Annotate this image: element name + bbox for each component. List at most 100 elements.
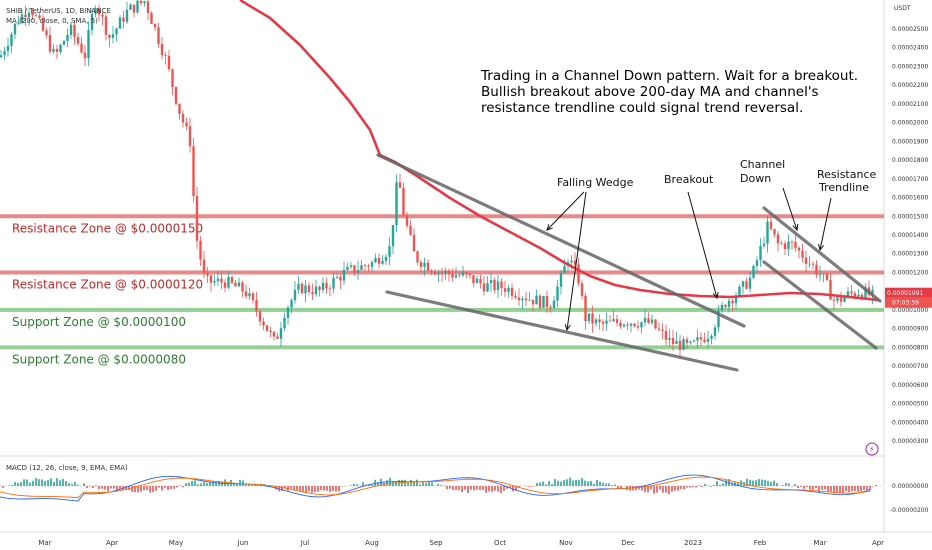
time-tick-label: Sep [429,539,443,547]
macd-bar [491,486,493,492]
zone-label: Resistance Zone @ $0.0000120 [12,277,203,291]
candle-body [360,265,363,270]
candle-body [727,300,731,307]
candle-body [111,34,115,38]
candle-body [395,182,398,226]
macd-bar [212,481,214,486]
candle-body [433,272,437,275]
macd-bar [761,479,763,486]
candle-body [664,330,668,340]
macd-bar [17,483,19,486]
candle-body [349,265,353,267]
macd-bar [506,486,508,489]
candle-body [776,234,780,244]
macd-indicator-label: MACD (12, 26, close, 9, EMA, EMA) [6,464,128,472]
macd-bar [842,486,844,494]
annotation-arrowhead [564,324,571,332]
macd-bar [299,486,301,492]
macd-bar [242,480,244,486]
macd-bar [14,482,16,486]
macd-bar [770,481,772,486]
candle-body [199,240,202,260]
candle-body [787,241,790,250]
candle-body [601,321,605,324]
macd-bar [581,478,583,486]
macd-bar [308,486,310,492]
candle-body [570,260,573,263]
candle-body [430,270,433,273]
macd-bar [356,484,358,486]
macd-bar [113,486,115,489]
ma-price-label: 0.00001091 [887,290,923,297]
ma-indicator-label: MA (200, close, 0, SMA, 5) [6,17,98,25]
candle-body [853,293,857,297]
candle-body [150,12,153,24]
macd-bar [590,480,592,486]
macd-bar [26,479,28,486]
macd-bar [587,481,589,486]
macd-bar [719,484,721,486]
candle-body [405,215,409,226]
candle-body [654,319,657,329]
candle-body [563,265,566,273]
macd-bar [56,478,58,486]
candle-body [402,187,405,216]
macd-bar [503,486,505,491]
macd-bar [407,482,409,486]
macd-bar [44,481,46,486]
macd-bar [428,481,430,486]
macd-bar [809,486,811,490]
candle-body [59,44,62,52]
macd-bar [29,482,31,486]
channel-down-lower-trendline [762,260,878,350]
candle-body [0,55,3,58]
candle-body [185,122,188,127]
candle-body [549,307,552,309]
macd-bar [677,486,679,491]
candle-body [69,24,73,35]
macd-bar [452,486,454,491]
time-tick-label: Apr [106,539,118,547]
macd-bar [77,484,79,486]
macd-bar [647,486,649,493]
candle-body [384,256,388,261]
candle-body [636,326,640,328]
candle-body [573,260,577,265]
macd-bar [545,484,547,486]
time-tick-label: Oct [494,539,506,547]
ma-price-marker [885,287,932,297]
candle-body [647,318,650,323]
macd-bar [404,479,406,486]
candle-body [76,36,80,44]
candle-body [580,283,584,296]
candle-body [321,282,325,290]
macd-bar [422,482,424,486]
zone-band [0,214,884,219]
candle-body [146,1,150,13]
macd-bar [92,486,94,489]
macd-bar [749,479,751,486]
macd-bar [569,477,571,486]
candle-body [129,4,132,10]
macd-bar [335,486,337,492]
macd-bar [593,483,595,486]
candle-body [619,322,622,327]
candle-body [27,12,31,18]
candle-body [780,243,783,245]
candle-body [633,323,636,327]
macd-bar [839,486,841,494]
candle-body [731,300,734,304]
macd-bar [641,486,643,491]
macd-bar [95,485,97,486]
candle-body [493,280,496,291]
macd-bar [578,479,580,486]
macd-bar [284,486,286,489]
macd-bar [104,486,106,490]
candle-body [724,304,727,307]
macd-bar [179,485,181,486]
candle-body [73,24,76,37]
candle-body [832,299,836,301]
macd-bar [824,486,826,490]
candle-body [101,14,104,17]
resistance-trendline-label: Trendline [818,181,869,194]
